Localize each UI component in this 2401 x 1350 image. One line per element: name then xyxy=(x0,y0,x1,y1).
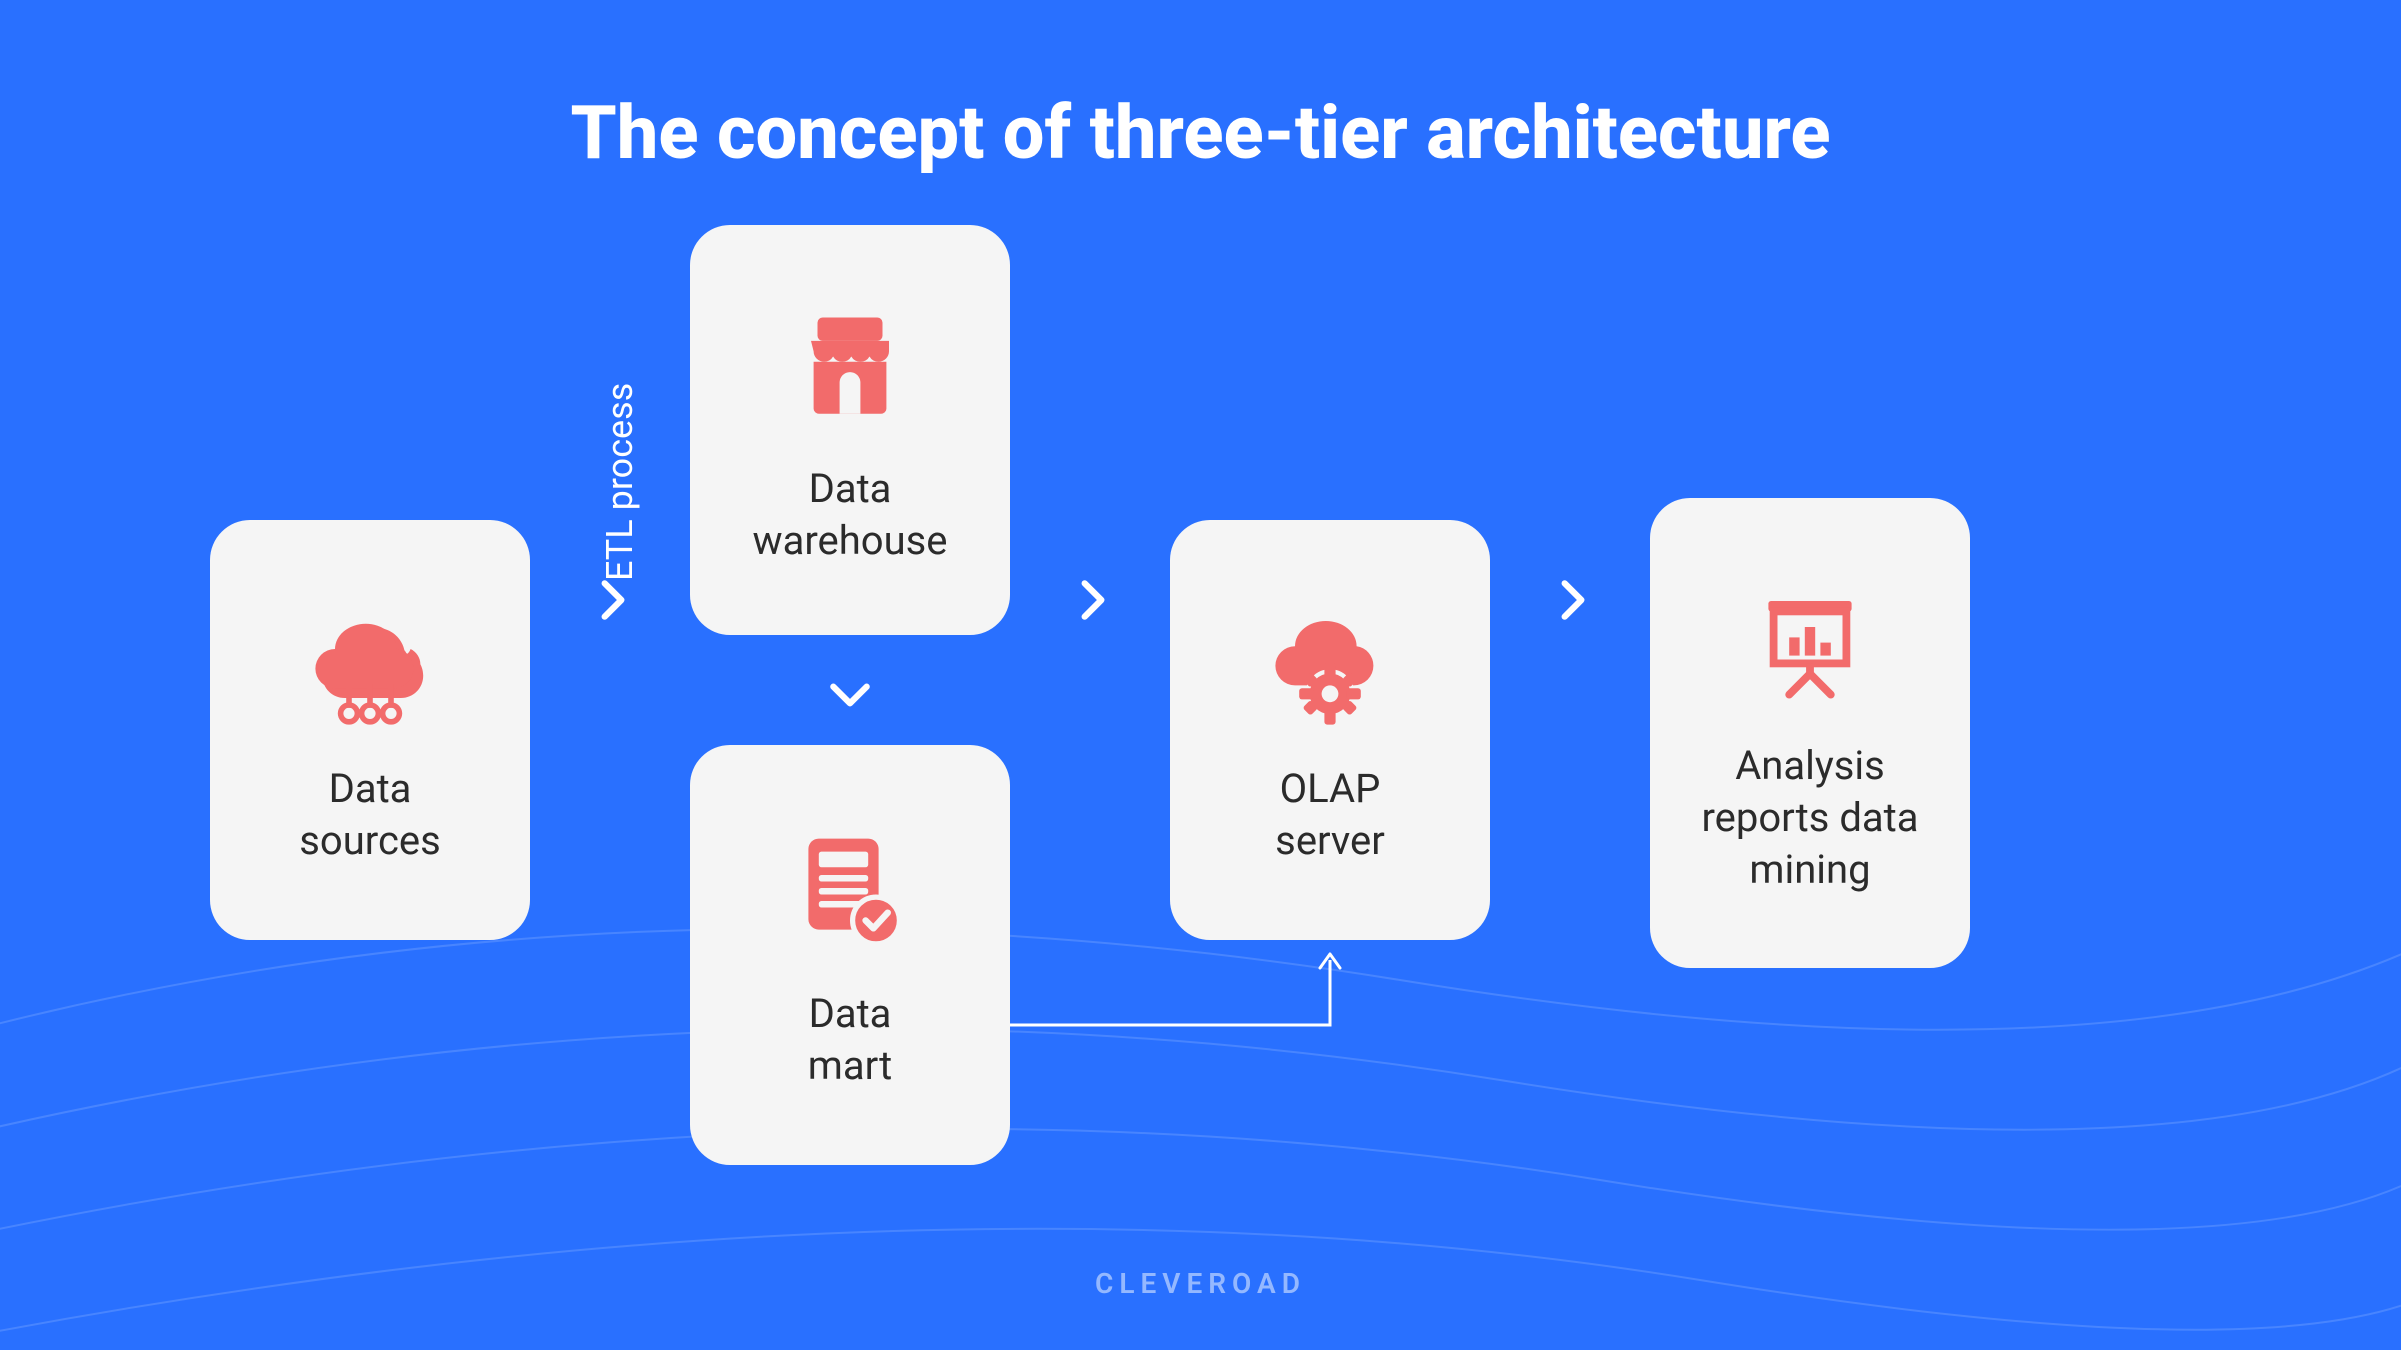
card-analysis: Analysisreports datamining xyxy=(1650,498,1970,968)
card-label: Datamart xyxy=(808,988,892,1092)
chevron-down-icon xyxy=(825,670,875,720)
card-olap-server: OLAPserver xyxy=(1170,520,1490,940)
card-label: OLAPserver xyxy=(1275,763,1385,867)
cloud-network-icon xyxy=(300,593,440,733)
card-label: Analysisreports datamining xyxy=(1701,740,1918,896)
cloud-gear-icon xyxy=(1260,593,1400,733)
page-title: The concept of three-tier architecture xyxy=(0,90,2401,177)
document-check-icon xyxy=(780,818,920,958)
card-data-sources: Datasources xyxy=(210,520,530,940)
chevron-right-icon xyxy=(1548,575,1598,625)
chevron-right-icon xyxy=(588,575,638,625)
card-data-mart: Datamart xyxy=(690,745,1010,1165)
arrow-mart-to-olap xyxy=(1010,940,1350,1040)
etl-process-label: ETL process xyxy=(599,383,641,581)
store-icon xyxy=(780,293,920,433)
brand-watermark: CLEVEROAD xyxy=(1095,1267,1306,1300)
card-label: Datawarehouse xyxy=(753,463,948,567)
chevron-right-icon xyxy=(1068,575,1118,625)
card-data-warehouse: Datawarehouse xyxy=(690,225,1010,635)
presentation-icon xyxy=(1740,570,1880,710)
card-label: Datasources xyxy=(299,763,440,867)
